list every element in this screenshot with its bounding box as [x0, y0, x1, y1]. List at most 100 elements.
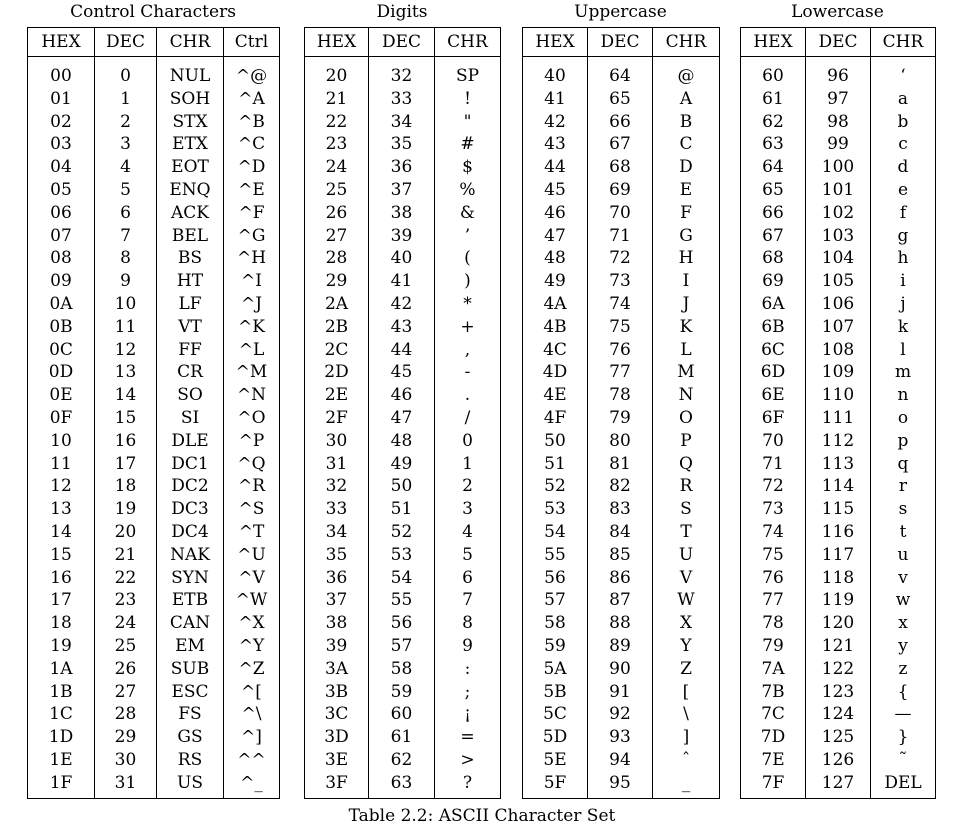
table-cell: z [870, 657, 936, 681]
table-cell: + [434, 315, 501, 339]
table-row: 12 18 DC2 ^R [27, 475, 280, 499]
table-cell: H [652, 247, 720, 271]
table-cell: 8 [94, 247, 157, 271]
table-row: 1C 28 FS ^\ [27, 703, 280, 727]
table-cell: ENQ [156, 178, 224, 202]
table-row: 15 21 NAK ^U [27, 543, 280, 567]
table-cell: 58 [368, 657, 435, 681]
table-cell: D [652, 156, 720, 179]
table-cell: V [652, 566, 720, 590]
table-cell: 1C [27, 703, 95, 727]
table-cell: 1D [27, 726, 95, 749]
table-cell: B [652, 110, 720, 134]
table-cell: 112 [805, 429, 871, 453]
table-cell: 73 [587, 270, 653, 293]
table-cell: 53 [522, 498, 588, 521]
table-cell: 79 [587, 406, 653, 430]
table-cell: 94 [587, 748, 653, 772]
table-cell: 115 [805, 498, 871, 521]
table-cell: 88 [587, 612, 653, 635]
table-row: 19 25 EM ^Y [27, 634, 280, 658]
table-cell: A [652, 87, 720, 111]
table-cell: Z [652, 657, 720, 681]
table-cell: 22 [304, 110, 369, 134]
table-cell: 109 [805, 361, 871, 385]
table-cell: 11 [27, 452, 95, 476]
table-cell: 68 [587, 156, 653, 179]
table-cell: SO [156, 384, 224, 407]
table-cell: 59 [368, 680, 435, 704]
table-cell: } [870, 726, 936, 749]
table-cell: 6E [740, 384, 806, 407]
table-row: 70 112 p [740, 429, 936, 453]
table-cell: NUL [156, 65, 224, 88]
table-row: 40 64 @ [522, 65, 720, 88]
group-title: Digits [376, 2, 428, 22]
table-cell: 8 [434, 612, 501, 635]
gap-cell [156, 56, 224, 65]
table-cell: 60 [368, 703, 435, 727]
table-cell: 14 [94, 384, 157, 407]
table-cell: 123 [805, 680, 871, 704]
table-row: 54 84 T [522, 520, 720, 544]
table-cell: 10 [27, 429, 95, 453]
column-header: CHR [156, 27, 224, 57]
table-cell: 0 [434, 429, 501, 453]
table-row: 6D 109 m [740, 361, 936, 385]
table-cell: 0B [27, 315, 95, 339]
table-cell: G [652, 224, 720, 248]
table-row: 11 17 DC1 ^Q [27, 452, 280, 476]
table-cell: 122 [805, 657, 871, 681]
table-row: 07 7 BEL ^G [27, 224, 280, 248]
table-cell: 43 [522, 133, 588, 157]
table-row: 2B 43 + [304, 315, 501, 339]
table-row: 76 118 v [740, 566, 936, 590]
table-cell: 6A [740, 292, 806, 316]
table-cell: BS [156, 247, 224, 271]
table-cell: 0E [27, 384, 95, 407]
table-cell: 16 [27, 566, 95, 590]
table-row: 32 50 2 [304, 475, 501, 499]
table-cell: 27 [94, 680, 157, 704]
table-cell: E [652, 178, 720, 202]
table-row: 74 116 t [740, 520, 936, 544]
table-row: 5D 93] [522, 726, 720, 749]
table-cell: 40 [522, 65, 588, 88]
table-row: 49 73 I [522, 270, 720, 293]
table-row: 7B 123{ [740, 680, 936, 704]
table-cell: 4D [522, 361, 588, 385]
table-cell: { [870, 680, 936, 704]
table-cell: 45 [522, 178, 588, 202]
table-row: 72 114 r [740, 475, 936, 499]
table-cell: 37 [304, 589, 369, 613]
table-cell: 66 [740, 201, 806, 225]
table-cell: 101 [805, 178, 871, 202]
table-row: 7C 124— [740, 703, 936, 727]
header-gap [27, 56, 280, 65]
column-header: CHR [434, 27, 501, 57]
table-row: 4D 77 M [522, 361, 720, 385]
gap-cell [587, 56, 653, 65]
table-row: 46 70 F [522, 201, 720, 225]
table-cell: ^H [223, 247, 280, 271]
table-cell: 0C [27, 338, 95, 362]
table-cell: 110 [805, 384, 871, 407]
table-cell: 90 [587, 657, 653, 681]
table-cell: 66 [587, 110, 653, 134]
table-cell: GS [156, 726, 224, 749]
table-cell: 85 [587, 543, 653, 567]
table-cell: h [870, 247, 936, 271]
table-row: 57 87 W [522, 589, 720, 613]
table-cell: 48 [522, 247, 588, 271]
table-cell: 5C [522, 703, 588, 727]
table-cell: 54 [522, 520, 588, 544]
table-cell: 70 [587, 201, 653, 225]
table-cell: 45 [368, 361, 435, 385]
table-cell: 124 [805, 703, 871, 727]
table-cell: 120 [805, 612, 871, 635]
table-cell: 102 [805, 201, 871, 225]
table-cell: 34 [304, 520, 369, 544]
table-cell: 35 [368, 133, 435, 157]
table-cell: N [652, 384, 720, 407]
table-cell: ^I [223, 270, 280, 293]
